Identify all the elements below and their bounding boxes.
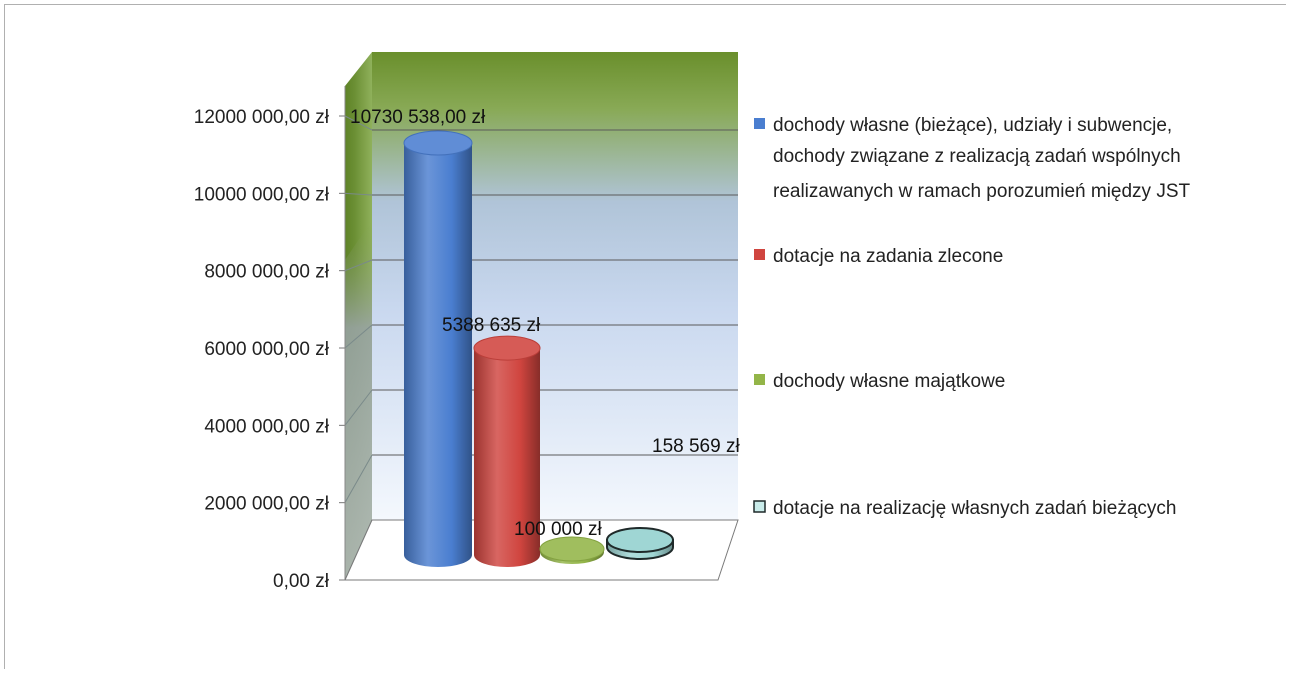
bar-body bbox=[404, 143, 472, 567]
legend-swatch bbox=[754, 249, 765, 260]
side-wall-shade bbox=[345, 220, 372, 580]
bar-cylinder-1 bbox=[403, 130, 473, 567]
legend-swatch bbox=[754, 118, 765, 129]
legend-item-3: dochody własne majątkowe bbox=[754, 371, 1005, 392]
data-label-3: 100 000 zł bbox=[514, 519, 602, 540]
bar-top bbox=[606, 527, 674, 553]
y-tick-label: 6000 000,00 zł bbox=[204, 339, 329, 360]
bar-cylinder-3 bbox=[539, 536, 605, 564]
y-tick-label: 4000 000,00 zł bbox=[204, 416, 329, 437]
gridline-side bbox=[344, 389, 373, 426]
legend-label: dotacje na zadania zlecone bbox=[773, 246, 1003, 267]
legend-label: dochody związane z realizacją zadań wspó… bbox=[773, 146, 1181, 167]
bar-top bbox=[473, 335, 541, 361]
legend-label: realizawanych w ramach porozumień między… bbox=[773, 181, 1190, 202]
legend-item-2: dotacje na zadania zlecone bbox=[754, 246, 1003, 267]
legend-label: dochody własne majątkowe bbox=[773, 371, 1005, 392]
data-label-4: 158 569 zł bbox=[652, 436, 740, 457]
gridline-side bbox=[344, 192, 373, 196]
bar-cylinder-4 bbox=[606, 527, 674, 560]
y-tick-label: 12000 000,00 zł bbox=[194, 107, 330, 128]
gridline-side bbox=[344, 115, 373, 131]
chart-frame bbox=[4, 4, 1286, 669]
legend-swatch bbox=[753, 500, 766, 513]
bar-cylinder-2 bbox=[473, 335, 541, 567]
y-tick-label: 2000 000,00 zł bbox=[204, 494, 329, 515]
y-tick-label: 8000 000,00 zł bbox=[204, 262, 329, 283]
bar-body bbox=[474, 348, 540, 567]
gridline-side bbox=[344, 259, 373, 272]
gridline-side bbox=[344, 454, 373, 503]
bar-top bbox=[539, 536, 605, 562]
data-label-2: 5388 635 zł bbox=[442, 315, 541, 336]
bar-top bbox=[403, 130, 473, 156]
y-tick-label: 10000 000,00 zł bbox=[194, 184, 330, 205]
data-label-1: 10730 538,00 zł bbox=[350, 107, 486, 128]
gridline-side bbox=[344, 324, 373, 349]
legend-item-4: dotacje na realizację własnych zadań bie… bbox=[753, 498, 1176, 519]
y-tick-label: 0,00 zł bbox=[273, 571, 330, 592]
legend-label: dochody własne (bieżące), udziały i subw… bbox=[773, 115, 1172, 136]
legend-swatch bbox=[754, 374, 765, 385]
legend-item-1: dochody własne (bieżące), udziały i subw… bbox=[754, 115, 1190, 202]
legend-label: dotacje na realizację własnych zadań bie… bbox=[773, 498, 1176, 519]
